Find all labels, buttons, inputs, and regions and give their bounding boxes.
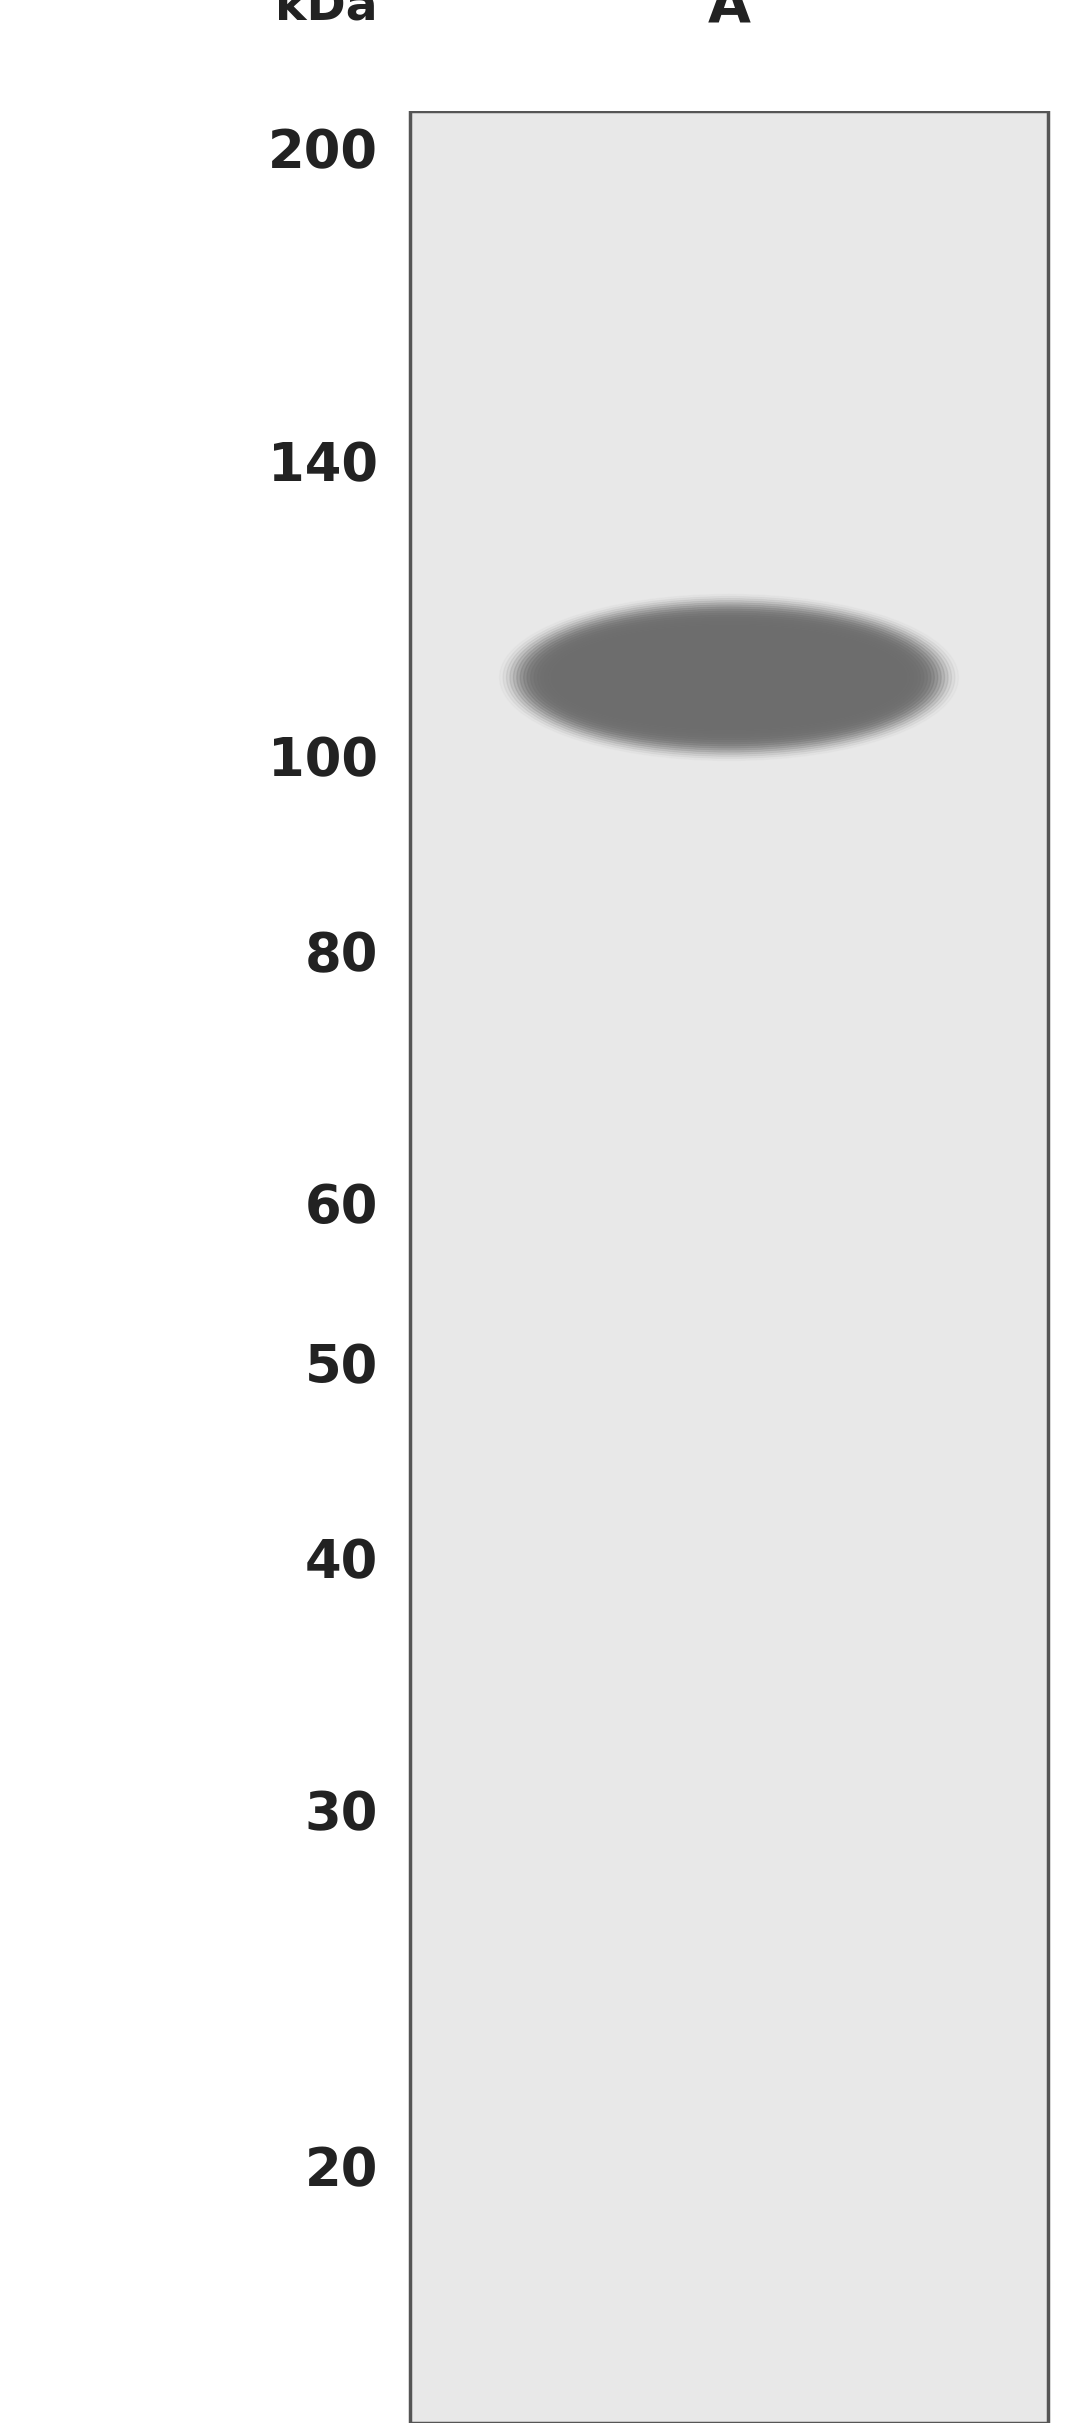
Ellipse shape (558, 630, 900, 724)
Text: 30: 30 (305, 1791, 378, 1841)
Ellipse shape (565, 635, 893, 722)
Ellipse shape (507, 598, 951, 756)
Text: 40: 40 (305, 1539, 378, 1589)
Ellipse shape (503, 596, 955, 758)
Ellipse shape (538, 618, 920, 737)
Ellipse shape (544, 620, 914, 734)
Ellipse shape (551, 625, 907, 729)
Ellipse shape (527, 611, 931, 744)
Text: 20: 20 (305, 2144, 378, 2198)
Ellipse shape (562, 632, 896, 722)
Ellipse shape (517, 606, 941, 751)
Ellipse shape (510, 601, 948, 754)
Text: 80: 80 (305, 930, 378, 981)
Ellipse shape (521, 606, 937, 749)
Ellipse shape (541, 620, 917, 737)
Text: 200: 200 (268, 128, 378, 179)
Text: 100: 100 (268, 734, 378, 787)
Ellipse shape (548, 623, 910, 732)
Ellipse shape (534, 615, 924, 739)
Ellipse shape (513, 603, 945, 751)
Text: A: A (707, 0, 751, 34)
Ellipse shape (555, 628, 903, 727)
Text: 50: 50 (305, 1342, 378, 1393)
FancyBboxPatch shape (410, 111, 1048, 2423)
Text: 60: 60 (305, 1182, 378, 1233)
Ellipse shape (524, 608, 934, 746)
Text: kDa: kDa (275, 0, 378, 29)
Text: 140: 140 (268, 441, 378, 492)
Ellipse shape (530, 613, 928, 741)
